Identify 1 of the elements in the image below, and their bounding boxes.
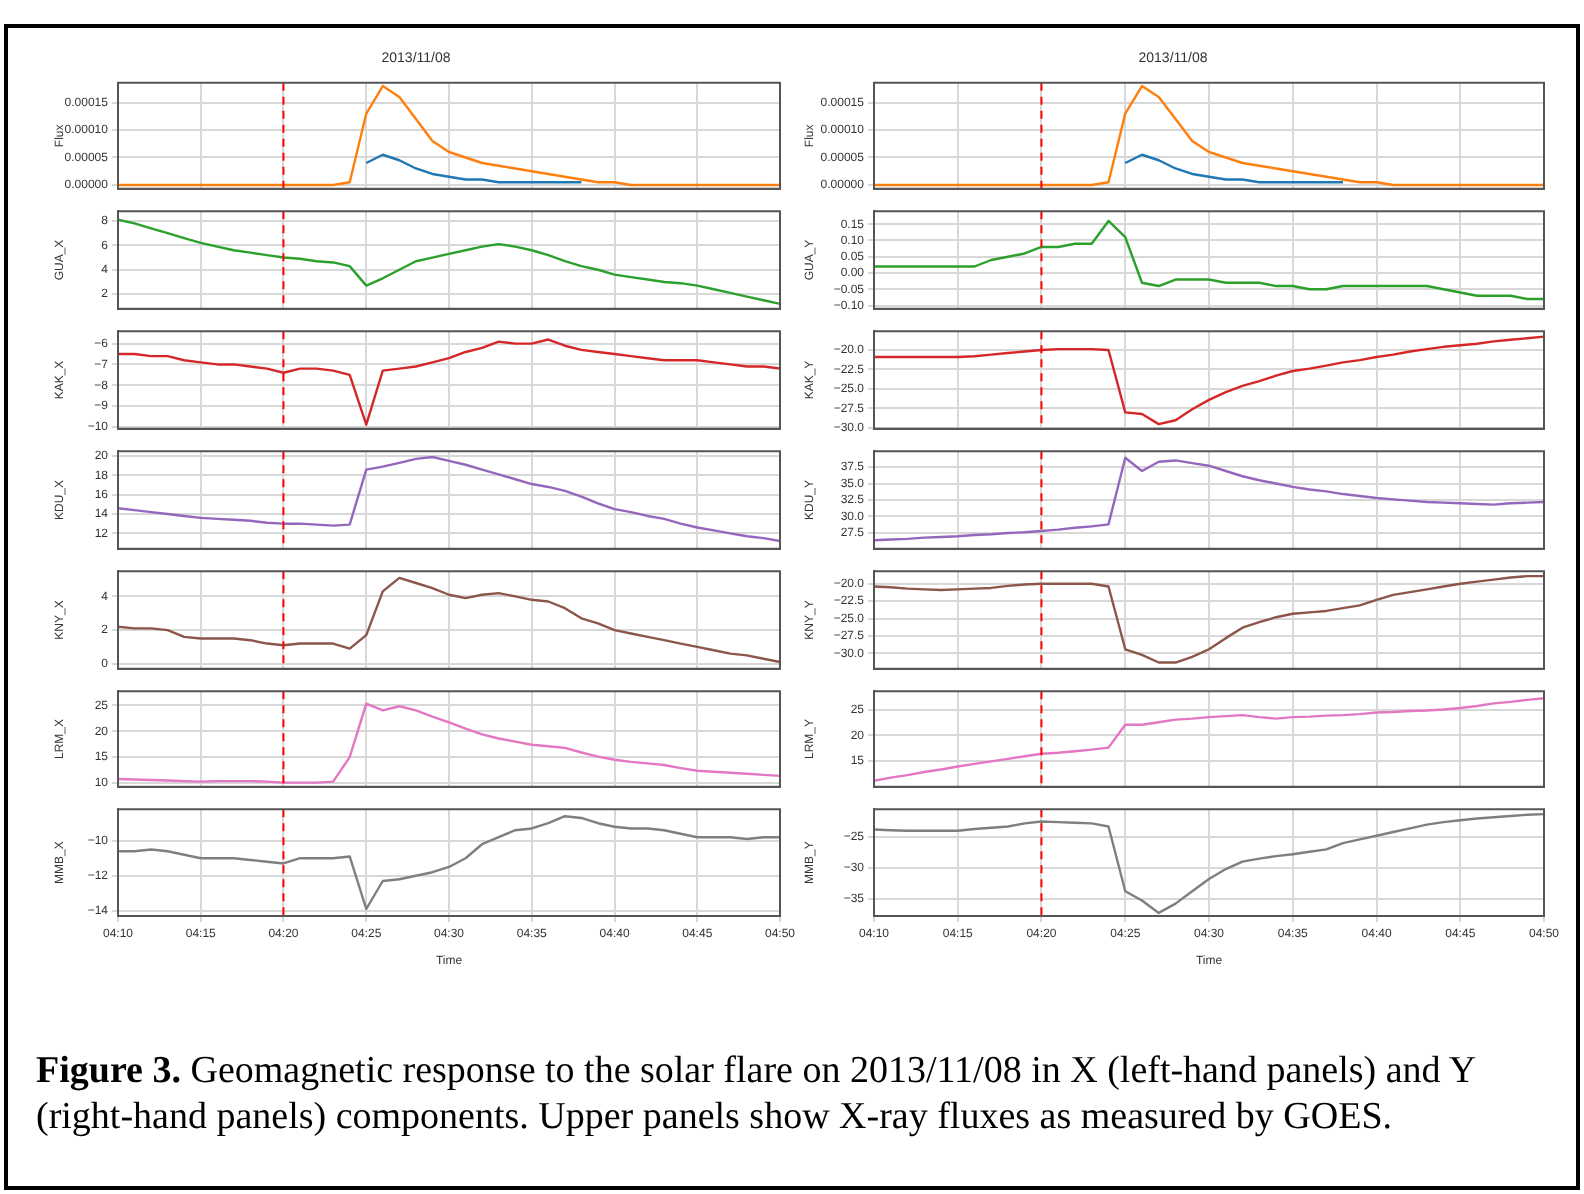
caption: Figure 3.	[36, 1050, 181, 1092]
